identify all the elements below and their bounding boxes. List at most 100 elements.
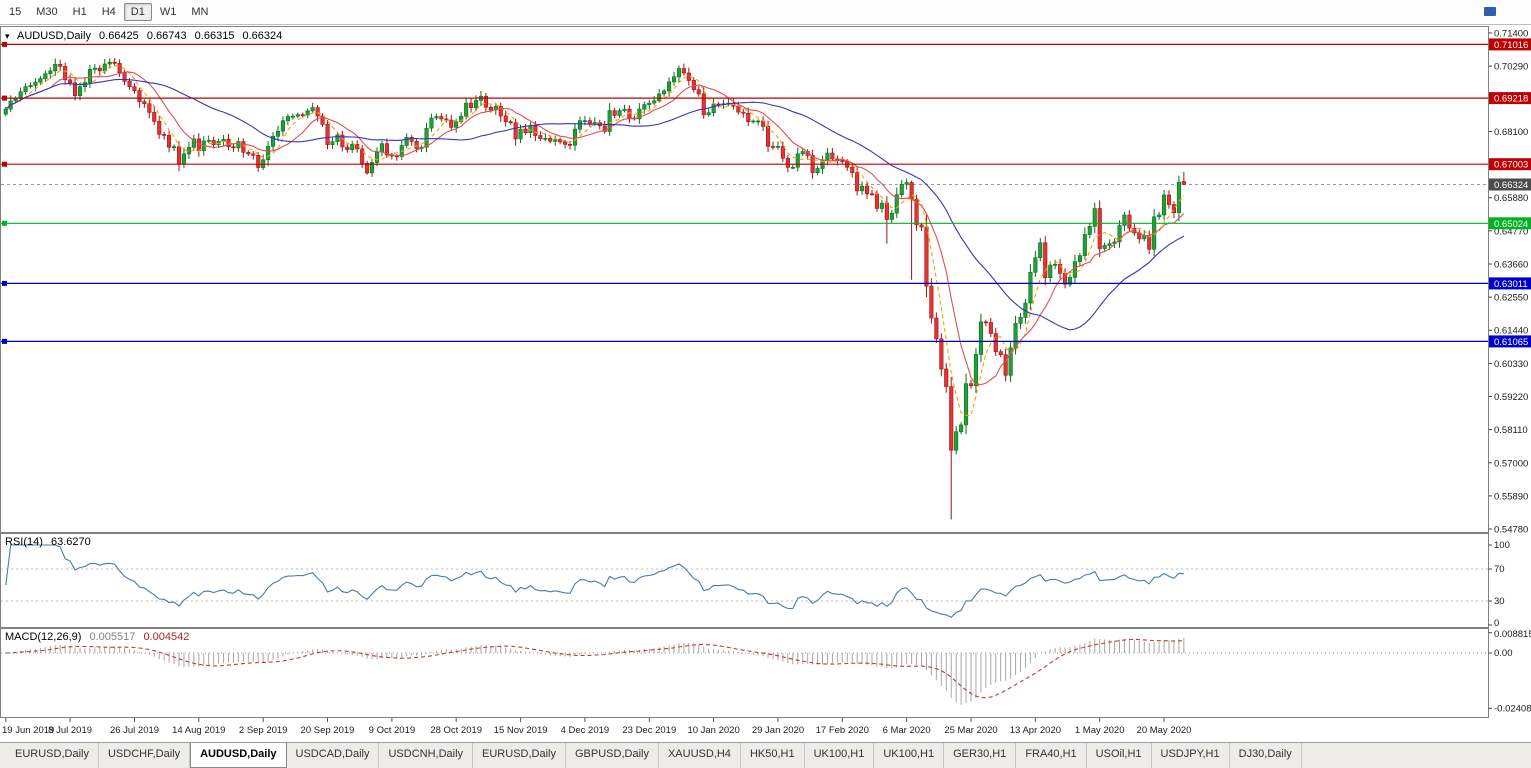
svg-text:0.63011: 0.63011	[1494, 279, 1528, 290]
ohlc-low: 0.66315	[194, 30, 235, 42]
date-label: 20 May 2020	[1137, 725, 1192, 736]
chart-tab-xauusd-h4[interactable]: XAUUSD,H4	[659, 743, 741, 768]
line-price-label[interactable]	[1489, 92, 1531, 105]
date-label: 19 Jun 2019	[2, 725, 54, 736]
date-label: 6 Mar 2020	[883, 725, 931, 736]
chart-tab-uk100-h1[interactable]: UK100,H1	[805, 743, 875, 768]
date-label: 15 Nov 2019	[494, 725, 548, 736]
rsi-axis-label: 100	[1494, 540, 1510, 551]
svg-text:0.67003: 0.67003	[1494, 160, 1528, 171]
timeframe-button-h1[interactable]: H1	[72, 6, 87, 18]
line-price-label[interactable]	[1489, 38, 1531, 51]
line-price-label[interactable]	[1489, 217, 1531, 230]
ohlc-close: 0.66324	[242, 30, 283, 42]
date-label: 2 Sep 2019	[239, 725, 288, 736]
chart-tab-usoil-h1[interactable]: USOil,H1	[1087, 743, 1152, 768]
rsi-line	[5, 544, 1184, 618]
date-label: 23 Dec 2019	[622, 725, 676, 736]
macd-signal-value: 0.004542	[143, 631, 190, 643]
macd-canvas: 0.008815 0.00 -0.02408	[0, 628, 1531, 718]
macd-axis-label: 0.00	[1494, 648, 1513, 659]
chart-tab-usdcad-daily[interactable]: USDCAD,Daily	[287, 743, 380, 768]
macd-name: MACD(12,26,9)	[5, 631, 82, 643]
date-label: 8 Jul 2019	[48, 725, 92, 736]
line-price-label[interactable]	[1489, 335, 1531, 348]
rsi-panel[interactable]: 100 70 30 0	[0, 533, 1531, 628]
ohlc-open: 0.66425	[99, 30, 139, 42]
price-tick-label: 0.65880	[1494, 193, 1528, 204]
ma-line-5	[5, 65, 1185, 416]
macd-axis-label: -0.02408	[1494, 703, 1531, 714]
price-tick-label: 0.57000	[1494, 458, 1528, 469]
line-handle[interactable]	[2, 161, 7, 167]
chart-tab-hk50-h1[interactable]: HK50,H1	[741, 743, 805, 768]
chart-dropdown-icon[interactable]: ▾	[5, 31, 10, 41]
date-label: 14 Aug 2019	[172, 725, 225, 736]
price-tick-label: 0.62550	[1494, 293, 1528, 304]
timeframe-buttons: 15 M30 H1 H4 D1 W1 MN	[2, 3, 216, 21]
ma-line-10	[5, 71, 1185, 386]
window-control-icon[interactable]	[1484, 7, 1496, 16]
timeframe-button-m30[interactable]: M30	[36, 6, 58, 18]
chart-tab-ger30-h1[interactable]: GER30,H1	[944, 743, 1017, 768]
timeframe-button-d1[interactable]: D1	[123, 3, 152, 21]
svg-text:0.61065: 0.61065	[1494, 337, 1528, 348]
date-label: 9 Oct 2019	[369, 725, 415, 736]
rsi-border	[0, 533, 1489, 628]
timeframe-button-mn[interactable]: MN	[191, 6, 209, 18]
timeframe-button-h4[interactable]: H4	[101, 6, 116, 18]
price-tick-label: 0.58110	[1494, 425, 1528, 436]
price-tick-label: 0.64770	[1494, 226, 1528, 237]
price-tick-label: 0.63660	[1494, 260, 1528, 271]
chart-tab-usdchf-daily[interactable]: USDCHF,Daily	[99, 743, 191, 768]
macd-signal-line	[5, 638, 1184, 699]
price-tick-label: 0.70290	[1494, 62, 1528, 73]
chart-tab-fra40-h1[interactable]: FRA40,H1	[1016, 743, 1087, 768]
chart-tab-gbpusd-daily[interactable]: GBPUSD,Daily	[566, 743, 659, 768]
chart-tab-eurusd-daily[interactable]: EURUSD,Daily	[6, 743, 99, 768]
timeframe-button-15[interactable]: 15	[9, 6, 22, 18]
line-price-label[interactable]	[1489, 158, 1531, 171]
line-handle[interactable]	[2, 41, 7, 47]
macd-panel[interactable]: 0.008815 0.00 -0.02408	[0, 628, 1531, 718]
main-chart-canvas[interactable]: 0.71400 0.70290 0.68100 0.65880 0.64770 0.636…	[0, 26, 1531, 533]
date-label: 28 Oct 2019	[430, 725, 482, 736]
price-tick-label: 0.71400	[1494, 29, 1528, 40]
chart-tab-usdcnh-daily[interactable]: USDCNH,Daily	[379, 743, 474, 768]
macd-label: MACD(12,26,9) 0.005517 0.004542	[5, 631, 194, 643]
main-chart-border	[0, 26, 1489, 533]
line-handle[interactable]	[2, 280, 7, 286]
macd-main-value: 0.005517	[89, 631, 136, 643]
line-price-label[interactable]	[1489, 277, 1531, 290]
rsi-axis-label: 0	[1494, 618, 1499, 628]
price-tick-label: 0.59220	[1494, 392, 1528, 403]
date-axis[interactable]: 19 Jun 2019 8 Jul 2019 26 Jul 2019 14 Aug 2…	[0, 718, 1531, 742]
bid-price-label[interactable]	[1489, 178, 1531, 191]
rsi-axis-label: 30	[1494, 596, 1505, 607]
rsi-canvas: 100 70 30 0	[0, 533, 1510, 628]
main-chart-panel[interactable]: 0.71400 0.70290 0.68100 0.65880 0.64770 0.636…	[0, 26, 1531, 533]
chart-tab-dj30-daily[interactable]: DJ30,Daily	[1230, 743, 1302, 768]
line-handle[interactable]	[2, 220, 7, 226]
date-label: 17 Feb 2020	[816, 725, 869, 736]
rsi-name: RSI(14)	[5, 536, 43, 548]
candlestick-series	[3, 58, 1186, 520]
line-handle[interactable]	[2, 338, 7, 344]
chart-tab-usdjpy-h1[interactable]: USDJPY,H1	[1152, 743, 1230, 768]
date-label: 4 Dec 2019	[561, 725, 610, 736]
chart-tab-audusd-daily[interactable]: AUDUSD,Daily	[190, 743, 287, 768]
timeframe-button-w1[interactable]: W1	[159, 6, 177, 18]
macd-axis-label: 0.008815	[1494, 629, 1531, 640]
macd-border	[0, 628, 1489, 718]
date-label: 29 Jan 2020	[752, 725, 804, 736]
chart-tab-bar: EURUSD,Daily USDCHF,Daily AUDUSD,Daily USDC…	[0, 742, 1531, 768]
date-label: 25 Mar 2020	[944, 725, 997, 736]
date-label: 26 Jul 2019	[110, 725, 159, 736]
chart-tab-uk100-h1[interactable]: UK100,H1	[874, 743, 945, 768]
price-tick-label: 0.60330	[1494, 359, 1528, 370]
timeframe-toolbar: 15 M30 H1 H4 D1 W1 MN	[0, 0, 1531, 25]
rsi-axis-label: 70	[1494, 564, 1505, 575]
chart-tab-eurusd-daily[interactable]: EURUSD,Daily	[473, 743, 566, 768]
line-handle[interactable]	[2, 95, 7, 101]
